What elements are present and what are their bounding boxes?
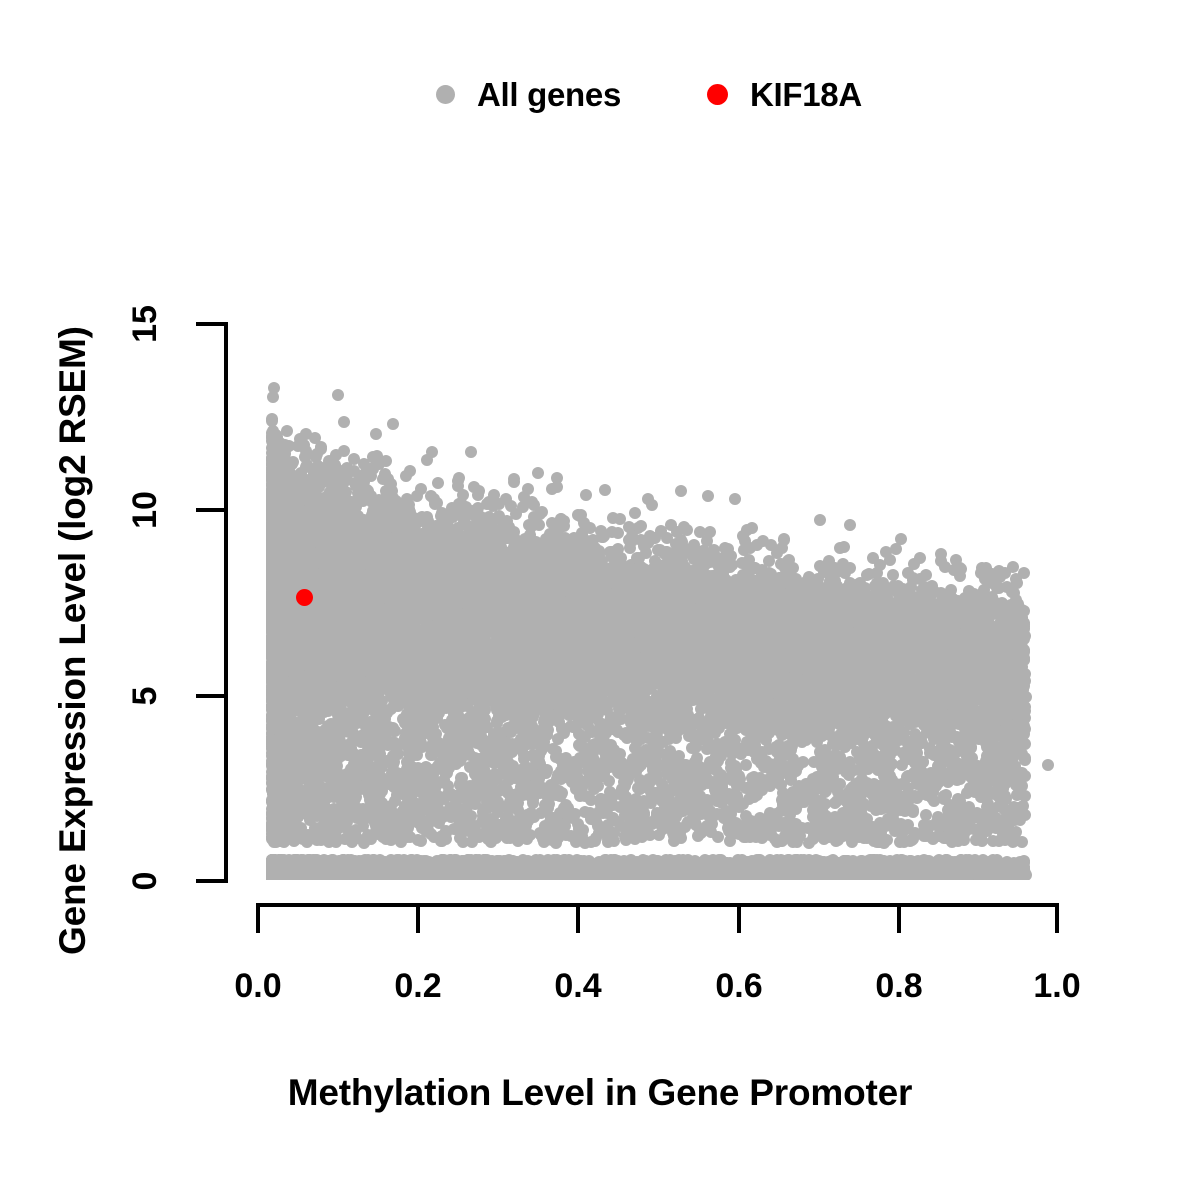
data-point xyxy=(431,477,444,490)
legend-label-kif18a: KIF18A xyxy=(750,76,862,113)
data-point xyxy=(629,506,642,519)
legend-label-all-genes: All genes xyxy=(477,76,622,113)
plot-data-area xyxy=(256,255,1058,880)
legend-item-all-genes: All genes xyxy=(436,78,621,111)
legend-red-dot-icon xyxy=(707,84,728,105)
data-point xyxy=(890,543,903,556)
data-point xyxy=(369,428,382,441)
data-point xyxy=(337,416,350,429)
legend-item-kif18a: KIF18A xyxy=(707,78,862,111)
data-point xyxy=(386,417,399,430)
chart-legend: All genes KIF18A xyxy=(0,78,1200,134)
legend-gray-dot-icon xyxy=(436,85,455,104)
data-point xyxy=(507,472,520,485)
data-point xyxy=(464,446,477,459)
